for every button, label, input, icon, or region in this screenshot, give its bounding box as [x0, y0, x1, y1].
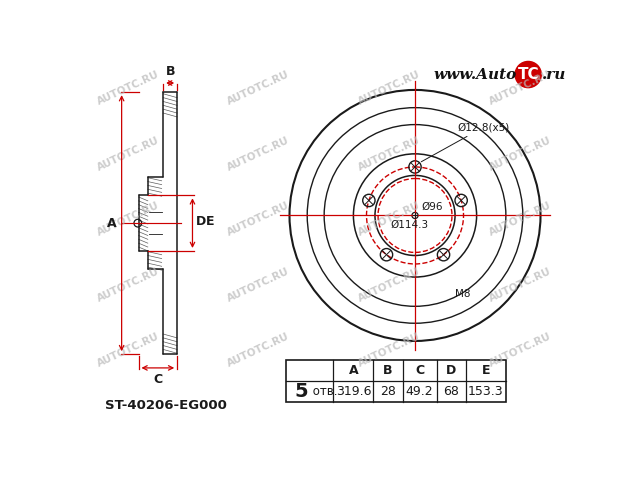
Text: Ø96: Ø96 — [421, 202, 443, 212]
Text: AUTOTC.RU: AUTOTC.RU — [488, 331, 553, 369]
Text: AUTOTC.RU: AUTOTC.RU — [488, 201, 553, 238]
Circle shape — [515, 61, 541, 88]
Text: AUTOTC.RU: AUTOTC.RU — [357, 135, 422, 173]
Text: C: C — [415, 364, 424, 377]
Text: 68: 68 — [444, 385, 459, 398]
Text: 49.2: 49.2 — [406, 385, 433, 398]
Text: AUTOTC.RU: AUTOTC.RU — [488, 266, 553, 303]
Text: AUTOTC.RU: AUTOTC.RU — [357, 331, 422, 369]
Text: AUTOTC.RU: AUTOTC.RU — [488, 70, 553, 107]
Text: A: A — [349, 364, 358, 377]
Text: M8: M8 — [455, 288, 470, 299]
Text: AUTOTC.RU: AUTOTC.RU — [357, 266, 422, 303]
Text: Ø12.8(x5): Ø12.8(x5) — [421, 122, 509, 162]
Text: E: E — [482, 364, 490, 377]
Text: AUTOTC.RU: AUTOTC.RU — [95, 135, 161, 173]
Text: 5: 5 — [294, 382, 308, 401]
Text: A: A — [108, 216, 117, 229]
Text: AUTOTC.RU: AUTOTC.RU — [226, 331, 291, 369]
Text: AUTOTC.RU: AUTOTC.RU — [226, 70, 291, 107]
Text: D: D — [196, 215, 207, 228]
Text: E: E — [205, 215, 214, 228]
Text: C: C — [153, 373, 163, 386]
Text: AUTOTC.RU: AUTOTC.RU — [95, 70, 161, 107]
Text: TC: TC — [517, 67, 539, 82]
Text: 28: 28 — [380, 385, 396, 398]
Text: AUTOTC.RU: AUTOTC.RU — [357, 201, 422, 238]
Text: ST-40206-EG000: ST-40206-EG000 — [106, 399, 227, 412]
Text: 153.3: 153.3 — [468, 385, 504, 398]
Text: AUTOTC.RU: AUTOTC.RU — [226, 201, 291, 238]
Text: AUTOTC.RU: AUTOTC.RU — [226, 266, 291, 303]
Text: B: B — [165, 65, 175, 78]
Text: B: B — [383, 364, 393, 377]
Text: Ø114.3: Ø114.3 — [390, 220, 429, 230]
Text: AUTOTC.RU: AUTOTC.RU — [488, 135, 553, 173]
Text: D: D — [446, 364, 456, 377]
Text: отв.: отв. — [308, 385, 337, 398]
Text: 319.6: 319.6 — [335, 385, 371, 398]
Text: AUTOTC.RU: AUTOTC.RU — [226, 135, 291, 173]
Text: AUTOTC.RU: AUTOTC.RU — [95, 201, 161, 238]
Text: www.Auto: www.Auto — [433, 68, 516, 82]
Text: AUTOTC.RU: AUTOTC.RU — [95, 331, 161, 369]
Text: AUTOTC.RU: AUTOTC.RU — [95, 266, 161, 303]
Text: .ru: .ru — [542, 68, 566, 82]
Bar — [285, 360, 506, 402]
Text: AUTOTC.RU: AUTOTC.RU — [357, 70, 422, 107]
